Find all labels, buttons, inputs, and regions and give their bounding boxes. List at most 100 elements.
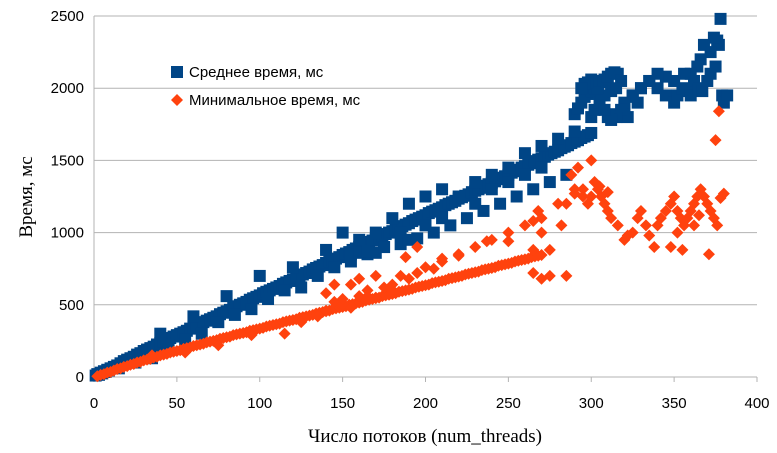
data-point-minimum xyxy=(571,161,584,174)
data-point-average xyxy=(336,226,349,239)
data-point-average xyxy=(494,197,507,210)
data-point-minimum xyxy=(295,316,308,329)
data-point-average xyxy=(610,82,623,95)
data-point-minimum xyxy=(676,243,689,256)
legend-item-2: Минимальное время, мс xyxy=(171,92,361,109)
data-point-minimum xyxy=(565,168,578,181)
data-point-minimum xyxy=(436,252,449,265)
x-axis-title: Число потоков (num_threads) xyxy=(308,426,542,447)
data-point-minimum xyxy=(639,219,652,232)
y-tick-label: 2000 xyxy=(51,80,84,97)
data-point-minimum xyxy=(402,272,415,285)
data-point-average xyxy=(721,89,734,102)
data-point-minimum xyxy=(692,209,705,222)
data-point-average xyxy=(402,233,415,246)
data-point-minimum xyxy=(361,290,374,303)
x-tick-label: 150 xyxy=(330,395,355,412)
data-point-average xyxy=(228,308,241,321)
data-point-minimum xyxy=(711,219,724,232)
data-point-average xyxy=(328,261,341,274)
data-point-minimum xyxy=(593,180,606,193)
data-point-minimum xyxy=(543,269,556,282)
data-point-average xyxy=(598,103,611,116)
data-point-minimum xyxy=(634,204,647,217)
data-point-minimum xyxy=(245,329,258,342)
data-point-average xyxy=(707,31,720,44)
y-axis-title: Время, мс xyxy=(16,156,37,237)
data-point-average xyxy=(709,60,722,73)
data-point-minimum xyxy=(543,243,556,256)
data-point-average xyxy=(245,303,258,316)
legend-marker xyxy=(171,66,183,78)
data-point-average xyxy=(568,125,581,138)
data-point-minimum xyxy=(709,134,722,147)
data-point-minimum xyxy=(320,304,333,317)
data-point-average xyxy=(485,183,498,196)
data-point-minimum xyxy=(659,204,672,217)
legend-label: Минимальное время, мс xyxy=(189,92,361,109)
axis-layer: 0 500 1000 1500 2000 2500 0 50 100 150 200 250 300 35… xyxy=(51,8,770,412)
data-point-average xyxy=(436,212,449,225)
y-tick-label: 1000 xyxy=(51,225,84,242)
data-point-average xyxy=(436,183,449,196)
data-point-minimum xyxy=(146,349,159,362)
data-point-average xyxy=(585,126,598,139)
data-point-minimum xyxy=(611,219,624,232)
data-point-average xyxy=(187,310,200,323)
data-point-minimum xyxy=(212,339,225,352)
data-point-average xyxy=(311,269,324,282)
series-2 xyxy=(91,105,730,383)
data-point-minimum xyxy=(585,154,598,167)
data-point-average xyxy=(518,147,531,160)
x-tick-label: 350 xyxy=(662,395,687,412)
data-point-minimum xyxy=(502,235,515,248)
data-point-average xyxy=(510,190,523,203)
data-point-minimum xyxy=(671,226,684,239)
data-point-average xyxy=(575,82,588,95)
data-point-average xyxy=(552,132,565,145)
x-tick-label: 300 xyxy=(579,395,604,412)
data-point-minimum xyxy=(668,190,681,203)
data-point-average xyxy=(502,161,515,174)
x-tick-label: 0 xyxy=(90,395,98,412)
legend-label: Среднее время, мс xyxy=(189,64,324,81)
data-point-minimum xyxy=(688,219,701,232)
data-point-average xyxy=(697,38,710,51)
data-point-minimum xyxy=(369,291,382,304)
data-point-minimum xyxy=(311,310,324,323)
data-point-average xyxy=(154,327,167,340)
data-point-minimum xyxy=(643,229,656,242)
data-point-average xyxy=(502,176,515,189)
data-point-minimum xyxy=(527,267,540,280)
data-point-minimum xyxy=(411,241,424,254)
data-point-minimum xyxy=(344,278,357,291)
data-point-minimum xyxy=(568,187,581,200)
data-point-minimum xyxy=(518,219,531,232)
data-point-minimum xyxy=(527,243,540,256)
legend: Среднее время, мс Минимальное время, мс xyxy=(171,64,361,109)
data-point-average xyxy=(535,161,548,174)
data-point-minimum xyxy=(278,327,291,340)
legend-marker xyxy=(171,94,183,106)
data-point-minimum xyxy=(369,269,382,282)
x-tick-label: 100 xyxy=(247,395,272,412)
data-point-minimum xyxy=(179,346,192,359)
data-point-minimum xyxy=(353,290,366,303)
data-point-average xyxy=(460,212,473,225)
data-point-minimum xyxy=(714,191,727,204)
data-point-minimum xyxy=(399,251,412,264)
legend-item-1: Среднее время, мс xyxy=(171,64,324,81)
data-point-average xyxy=(714,12,727,25)
y-tick-label: 0 xyxy=(76,369,84,386)
data-point-average xyxy=(527,183,540,196)
data-point-minimum xyxy=(560,269,573,282)
data-point-minimum xyxy=(419,261,432,274)
data-point-minimum xyxy=(336,293,349,306)
y-tick-label: 500 xyxy=(59,297,84,314)
data-point-average xyxy=(535,139,548,152)
data-point-minimum xyxy=(654,212,667,225)
data-point-minimum xyxy=(576,183,589,196)
data-point-average xyxy=(518,168,531,181)
data-point-minimum xyxy=(427,262,440,275)
